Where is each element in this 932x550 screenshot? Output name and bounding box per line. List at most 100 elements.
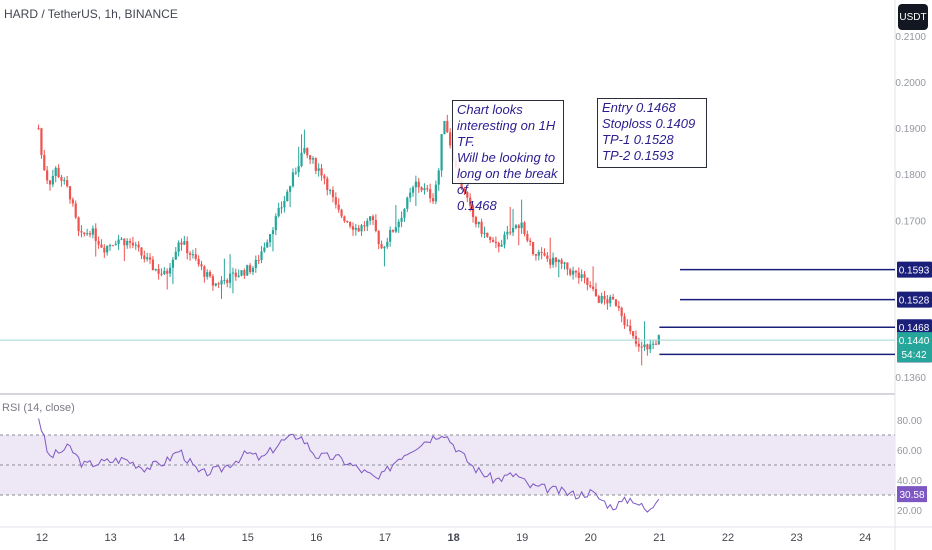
candle-body[interactable]: [254, 259, 257, 269]
candle-body[interactable]: [580, 274, 583, 278]
candle-body[interactable]: [486, 232, 489, 237]
candle-body[interactable]: [103, 247, 106, 253]
candle-body[interactable]: [577, 272, 580, 278]
currency-button[interactable]: USDT: [898, 4, 928, 30]
candle-body[interactable]: [520, 222, 523, 229]
candle-body[interactable]: [389, 230, 392, 242]
candle-body[interactable]: [240, 270, 243, 276]
candle-body[interactable]: [649, 344, 652, 350]
candle-body[interactable]: [574, 270, 578, 273]
candle-body[interactable]: [463, 188, 466, 192]
rsi-pane[interactable]: 80.00 60.00 40.00 20.00 30.58: [0, 416, 927, 517]
candle-body[interactable]: [366, 220, 369, 227]
candle-body[interactable]: [611, 296, 615, 300]
candle-body[interactable]: [337, 204, 340, 210]
candle-body[interactable]: [360, 225, 363, 232]
candle-body[interactable]: [214, 283, 217, 286]
candle-body[interactable]: [186, 241, 189, 254]
candle-body[interactable]: [120, 238, 123, 240]
candle-body[interactable]: [391, 230, 395, 232]
candle-body[interactable]: [97, 241, 100, 245]
candle-body[interactable]: [586, 277, 589, 286]
candle-body[interactable]: [231, 272, 235, 274]
candle-body[interactable]: [171, 259, 175, 268]
candle-body[interactable]: [469, 197, 472, 206]
candle-body[interactable]: [303, 148, 306, 153]
candle-body[interactable]: [106, 245, 109, 253]
candle-body[interactable]: [403, 208, 406, 218]
candle-body[interactable]: [126, 241, 129, 246]
candle-body[interactable]: [151, 259, 155, 271]
candle-body[interactable]: [606, 299, 609, 304]
candle-body[interactable]: [306, 148, 309, 156]
candles[interactable]: [37, 114, 660, 366]
candle-body[interactable]: [83, 232, 86, 235]
candle-body[interactable]: [80, 231, 83, 233]
candle-body[interactable]: [480, 221, 483, 234]
candle-body[interactable]: [349, 221, 352, 227]
candle-body[interactable]: [517, 225, 520, 229]
candle-body[interactable]: [314, 158, 317, 171]
candle-body[interactable]: [157, 268, 160, 274]
candle-body[interactable]: [494, 241, 498, 244]
candle-body[interactable]: [523, 222, 526, 234]
candle-body[interactable]: [323, 175, 326, 179]
candle-body[interactable]: [471, 205, 475, 218]
candle-body[interactable]: [566, 262, 569, 270]
candle-body[interactable]: [354, 227, 357, 230]
candle-body[interactable]: [123, 238, 126, 246]
candle-body[interactable]: [460, 181, 463, 189]
candle-body[interactable]: [188, 253, 192, 255]
candle-body[interactable]: [248, 265, 252, 273]
candle-body[interactable]: [146, 257, 149, 260]
candle-body[interactable]: [203, 266, 206, 277]
candle-body[interactable]: [291, 172, 295, 187]
candle-body[interactable]: [68, 186, 72, 200]
candle-body[interactable]: [440, 134, 443, 171]
candle-body[interactable]: [529, 240, 532, 243]
candle-body[interactable]: [137, 244, 140, 248]
candle-body[interactable]: [140, 247, 143, 256]
candle-body[interactable]: [346, 221, 349, 223]
candle-body[interactable]: [77, 217, 80, 232]
candle-body[interactable]: [371, 216, 375, 221]
candle-body[interactable]: [326, 178, 329, 191]
candle-body[interactable]: [500, 244, 503, 247]
candle-body[interactable]: [334, 197, 337, 205]
candle-body[interactable]: [546, 255, 549, 259]
candle-body[interactable]: [511, 227, 515, 233]
candle-body[interactable]: [434, 184, 437, 202]
candle-body[interactable]: [374, 220, 377, 231]
candle-body[interactable]: [271, 230, 275, 235]
candle-body[interactable]: [57, 167, 60, 178]
candle-body[interactable]: [251, 268, 255, 273]
time-axis[interactable]: 12 13 14 15 16 17 18 19 20 21 22 23 24: [0, 526, 932, 544]
candle-body[interactable]: [594, 289, 598, 297]
candle-body[interactable]: [617, 305, 620, 308]
candle-body[interactable]: [268, 234, 272, 243]
candle-body[interactable]: [177, 242, 180, 252]
candle-body[interactable]: [91, 228, 94, 235]
candle-body[interactable]: [549, 258, 552, 265]
candle-body[interactable]: [423, 188, 426, 191]
candle-body[interactable]: [603, 295, 606, 300]
candle-body[interactable]: [652, 343, 655, 345]
candle-body[interactable]: [509, 231, 512, 233]
candle-body[interactable]: [228, 273, 232, 283]
candle-body[interactable]: [623, 316, 626, 326]
candle-body[interactable]: [597, 296, 600, 303]
candle-body[interactable]: [317, 168, 320, 171]
candle-body[interactable]: [220, 280, 223, 285]
candle-body[interactable]: [397, 221, 400, 228]
candle-body[interactable]: [266, 242, 269, 248]
candle-body[interactable]: [54, 167, 57, 176]
candle-body[interactable]: [646, 344, 649, 350]
rsi-line[interactable]: [38, 418, 660, 513]
candle-body[interactable]: [329, 190, 332, 192]
candle-body[interactable]: [377, 230, 380, 245]
candle-body[interactable]: [51, 175, 54, 185]
candle-body[interactable]: [331, 190, 335, 198]
candle-body[interactable]: [148, 257, 152, 260]
candle-body[interactable]: [466, 191, 469, 198]
candle-body[interactable]: [63, 180, 66, 182]
